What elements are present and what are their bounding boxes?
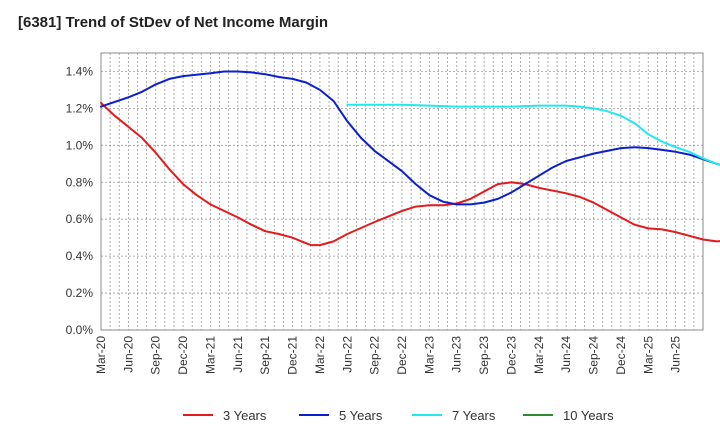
axis-layer: 0.0% 0.2% 0.4% 0.6% 0.8% 1.0% 1.2% 1.4% Mar-20 Ju…	[66, 64, 683, 374]
y-tick-label: 1.4%	[66, 64, 94, 78]
chart-title: [6381] Trend of StDev of Net Income Marg…	[18, 14, 329, 31]
legend-label: 3 Years	[223, 408, 267, 423]
x-tick-label: Dec-21	[286, 336, 300, 375]
x-tick-label: Jun-25	[669, 336, 683, 373]
x-tick-label: Mar-21	[203, 336, 217, 374]
x-tick-label: Dec-22	[395, 336, 409, 375]
x-tick-label: Dec-20	[176, 336, 190, 375]
x-tick-label: Dec-24	[614, 336, 628, 375]
x-tick-label: Sep-22	[368, 336, 382, 375]
grid-layer	[100, 52, 704, 331]
x-tick-label: Sep-24	[587, 336, 601, 375]
x-tick-label: Jun-23	[450, 336, 464, 373]
x-tick-label: Jun-22	[340, 336, 354, 373]
series-line-1	[100, 101, 720, 247]
y-tick-label: 0.8%	[66, 175, 94, 189]
x-tick-label: Sep-20	[149, 336, 163, 375]
x-tick-label: Jun-20	[121, 336, 135, 373]
x-tick-label: Jun-21	[231, 336, 245, 373]
series-line-2	[100, 70, 720, 206]
x-tick-label: Mar-23	[422, 336, 436, 374]
x-tick-label: Jun-24	[559, 336, 573, 373]
series-layer	[100, 70, 720, 247]
legend: 3 Years 5 Years 7 Years 10 Years	[183, 408, 614, 423]
x-tick-label: Dec-23	[504, 336, 518, 375]
x-tick-label: Mar-20	[94, 336, 108, 374]
y-tick-label: 0.0%	[66, 323, 94, 337]
x-tick-label: Mar-22	[313, 336, 327, 374]
series-line-3	[346, 103, 720, 166]
y-tick-label: 0.6%	[66, 212, 94, 226]
x-tick-label: Mar-24	[532, 336, 546, 374]
legend-label: 10 Years	[563, 408, 614, 423]
legend-label: 5 Years	[339, 408, 383, 423]
y-tick-label: 0.2%	[66, 286, 94, 300]
y-tick-label: 1.0%	[66, 138, 94, 152]
x-tick-label: Mar-25	[641, 336, 655, 374]
y-tick-label: 0.4%	[66, 249, 94, 263]
x-tick-label: Sep-23	[477, 336, 491, 375]
legend-label: 7 Years	[452, 408, 496, 423]
x-tick-label: Sep-21	[258, 336, 272, 375]
y-tick-label: 1.2%	[66, 101, 94, 115]
